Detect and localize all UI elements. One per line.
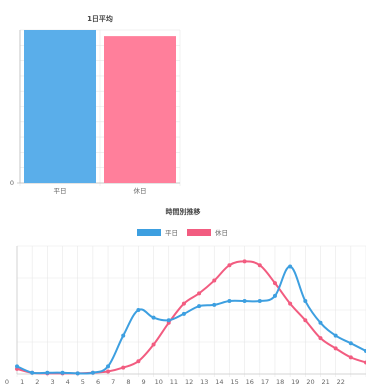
line-x-tick-label: 4: [66, 378, 70, 385]
series-0-point-4: [75, 371, 80, 376]
series-0-point-2: [45, 370, 50, 375]
line-x-tick-label: 9: [141, 378, 145, 385]
series-1-point-8: [136, 359, 141, 364]
legend-swatch-1: [187, 229, 211, 236]
series-0-point-16: [257, 299, 262, 304]
series-0-point-0: [15, 364, 19, 369]
series-0-point-15: [242, 299, 247, 304]
series-1-point-11: [181, 301, 186, 306]
series-1-point-20: [318, 336, 323, 341]
series-0-point-1: [30, 370, 35, 375]
series-0-point-9: [151, 315, 156, 320]
series-0-point-17: [272, 293, 277, 298]
legend-swatch-0: [137, 229, 161, 236]
series-0-point-3: [60, 370, 65, 375]
series-1-point-6: [106, 369, 111, 374]
series-1-point-14: [227, 263, 232, 268]
series-0-point-20: [318, 320, 323, 325]
bar-0: [24, 30, 96, 183]
bar-1: [104, 36, 176, 184]
series-line-0: [16, 265, 366, 375]
line-x-tick-label: 16: [246, 378, 254, 385]
line-x-tick-label: 6: [96, 378, 100, 385]
line-x-tick-label: 15: [230, 378, 238, 385]
line-x-tick-label: 18: [276, 378, 284, 385]
series-0-point-12: [197, 304, 202, 309]
series-0-point-19: [303, 299, 308, 304]
series-0-point-11: [181, 311, 186, 316]
line-x-tick-label: 8: [126, 378, 130, 385]
series-1-point-13: [212, 278, 217, 283]
series-0-point-21: [333, 333, 338, 338]
bar-x-tick-label: 平日: [54, 187, 67, 195]
series-1-point-17: [272, 281, 277, 286]
line-x-tick-label: 5: [81, 378, 85, 385]
line-x-tick-label: 1: [20, 378, 24, 385]
series-1-point-18: [288, 301, 293, 306]
series-1-point-22: [348, 355, 353, 360]
series-0-point-7: [121, 333, 126, 338]
line-x-tick-label: 2: [35, 378, 39, 385]
series-0-point-22: [348, 341, 353, 346]
line-x-tick-label: 7: [111, 378, 115, 385]
series-1-point-19: [303, 318, 308, 323]
line-x-tick-label: 13: [200, 378, 208, 385]
line-x-tick-label: 19: [291, 378, 299, 385]
series-0-point-13: [212, 302, 217, 307]
series-1-point-15: [242, 259, 247, 264]
line-x-tick-label: 3: [50, 378, 54, 385]
line-x-tick-label: 12: [185, 378, 193, 385]
series-1-point-12: [197, 291, 202, 296]
line-x-tick-label: 14: [215, 378, 223, 385]
series-0-point-8: [136, 308, 141, 312]
line-x-tick-label: 11: [170, 378, 178, 385]
bar-y-tick-label: 0: [10, 179, 14, 187]
line-x-tick-label: 20: [306, 378, 314, 385]
line-x-tick-label: 21: [322, 378, 330, 385]
bar-x-tick-label: 休日: [134, 186, 147, 195]
series-1-point-16: [257, 263, 262, 268]
series-1-point-9: [151, 342, 156, 347]
line-x-tick-label: 10: [155, 378, 163, 385]
series-1-point-21: [333, 346, 338, 351]
series-0-point-6: [106, 364, 111, 369]
line-x-tick-label: 17: [261, 378, 269, 385]
line-chart-title: 時間別推移: [165, 208, 201, 216]
line-x-tick-label: 22: [337, 378, 345, 385]
series-0-point-14: [227, 299, 232, 304]
series-0-point-10: [166, 318, 171, 323]
legend-label-1: 休日: [215, 228, 228, 237]
series-0-point-18: [288, 264, 293, 269]
legend-label-0: 平日: [165, 229, 178, 237]
series-1-point-7: [121, 365, 126, 370]
line-x-tick-label: 0: [5, 378, 9, 385]
bar-chart-title: 1日平均: [87, 15, 113, 23]
series-0-point-5: [90, 370, 95, 375]
